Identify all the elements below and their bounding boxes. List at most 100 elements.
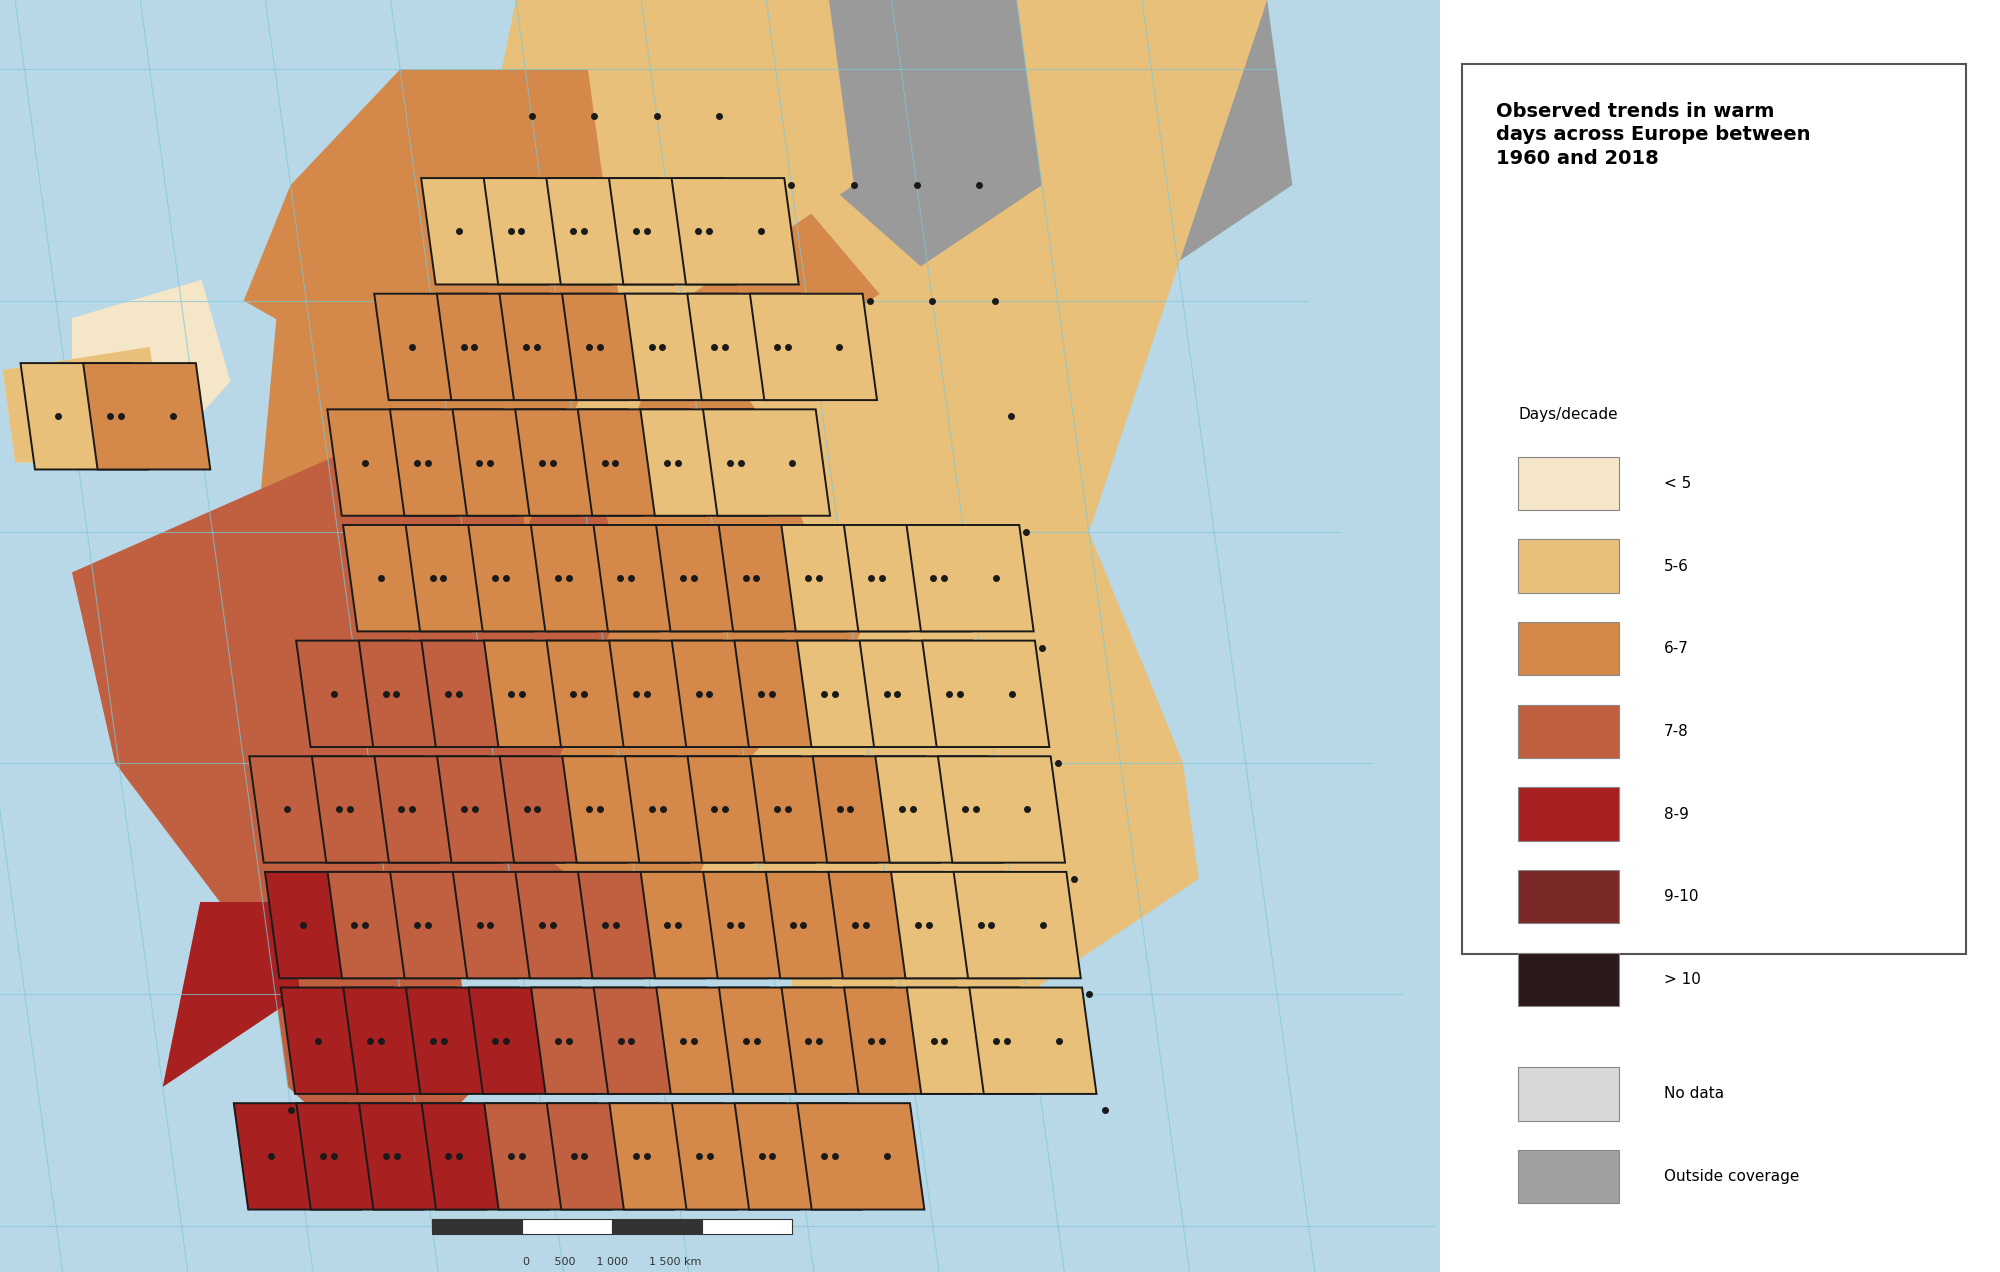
Text: 6-7: 6-7 [1664, 641, 1688, 656]
Polygon shape [624, 757, 752, 862]
Bar [522, 1219, 612, 1234]
Polygon shape [546, 641, 674, 747]
Polygon shape [358, 641, 486, 747]
Polygon shape [938, 757, 1066, 862]
Text: Days/decade: Days/decade [1518, 407, 1618, 422]
Polygon shape [546, 178, 674, 285]
Polygon shape [344, 987, 470, 1094]
Polygon shape [516, 871, 642, 978]
Bar [1518, 787, 1620, 841]
Polygon shape [422, 641, 548, 747]
Polygon shape [374, 294, 502, 401]
Polygon shape [922, 641, 1050, 747]
Polygon shape [84, 363, 210, 469]
FancyBboxPatch shape [1462, 64, 1966, 954]
Polygon shape [610, 1103, 736, 1210]
Polygon shape [782, 987, 908, 1094]
Bar [432, 1219, 522, 1234]
Polygon shape [250, 757, 376, 862]
Text: 9-10: 9-10 [1664, 889, 1698, 904]
Polygon shape [750, 294, 878, 401]
Polygon shape [344, 525, 470, 631]
Polygon shape [688, 294, 814, 401]
Polygon shape [262, 902, 476, 1179]
Polygon shape [698, 0, 1268, 532]
Polygon shape [782, 525, 908, 631]
Polygon shape [162, 902, 300, 1179]
Polygon shape [374, 757, 502, 862]
Text: 8-9: 8-9 [1664, 806, 1688, 822]
Text: > 10: > 10 [1664, 972, 1700, 987]
Polygon shape [390, 410, 518, 515]
Polygon shape [244, 70, 620, 763]
Polygon shape [290, 416, 572, 948]
Polygon shape [892, 871, 1018, 978]
Bar [1518, 622, 1620, 675]
Polygon shape [594, 525, 720, 631]
Polygon shape [530, 525, 658, 631]
Polygon shape [264, 871, 392, 978]
Polygon shape [438, 757, 564, 862]
Polygon shape [500, 757, 626, 862]
Polygon shape [698, 532, 1198, 995]
Polygon shape [546, 1103, 674, 1210]
Polygon shape [72, 445, 648, 954]
Polygon shape [562, 757, 690, 862]
Bar [1518, 457, 1620, 510]
Text: Observed trends in warm
days across Europe between
1960 and 2018: Observed trends in warm days across Euro… [1496, 102, 1810, 168]
Polygon shape [954, 871, 1080, 978]
Polygon shape [2, 347, 160, 463]
Polygon shape [562, 294, 690, 401]
Polygon shape [2, 347, 160, 463]
Polygon shape [750, 757, 878, 862]
Text: 0       500      1 000      1 500 km: 0 500 1 000 1 500 km [522, 1257, 702, 1267]
Bar [1518, 870, 1620, 923]
Polygon shape [704, 871, 830, 978]
Polygon shape [844, 525, 972, 631]
Bar [1518, 953, 1620, 1006]
Polygon shape [20, 363, 148, 469]
Text: < 5: < 5 [1664, 476, 1692, 491]
Text: No data: No data [1664, 1086, 1724, 1102]
Polygon shape [594, 987, 720, 1094]
Text: 7-8: 7-8 [1664, 724, 1688, 739]
Polygon shape [478, 0, 854, 532]
Polygon shape [452, 410, 580, 515]
Polygon shape [906, 525, 1034, 631]
Polygon shape [296, 1103, 424, 1210]
Polygon shape [608, 178, 736, 285]
Polygon shape [358, 1103, 486, 1210]
Polygon shape [576, 64, 1036, 572]
Polygon shape [702, 410, 830, 515]
Polygon shape [390, 871, 518, 978]
Polygon shape [718, 987, 846, 1094]
Polygon shape [906, 987, 1034, 1094]
Polygon shape [844, 987, 972, 1094]
Polygon shape [468, 987, 596, 1094]
Polygon shape [500, 294, 626, 401]
Polygon shape [672, 178, 798, 285]
Polygon shape [970, 987, 1096, 1094]
Text: Outside coverage: Outside coverage [1664, 1169, 1800, 1184]
Polygon shape [422, 178, 548, 285]
Polygon shape [672, 1103, 800, 1210]
Polygon shape [624, 294, 752, 401]
Polygon shape [798, 641, 924, 747]
Polygon shape [578, 871, 706, 978]
Polygon shape [328, 871, 454, 978]
Polygon shape [792, 572, 1036, 1018]
Polygon shape [280, 987, 408, 1094]
Polygon shape [422, 1103, 548, 1210]
Polygon shape [484, 1103, 612, 1210]
Polygon shape [828, 871, 956, 978]
Polygon shape [484, 641, 612, 747]
Polygon shape [260, 191, 1008, 954]
Polygon shape [72, 280, 230, 445]
Polygon shape [718, 525, 846, 631]
Polygon shape [798, 1103, 924, 1210]
Polygon shape [876, 757, 1002, 862]
Polygon shape [312, 757, 438, 862]
Polygon shape [532, 987, 658, 1094]
Polygon shape [860, 641, 986, 747]
Polygon shape [296, 641, 424, 747]
